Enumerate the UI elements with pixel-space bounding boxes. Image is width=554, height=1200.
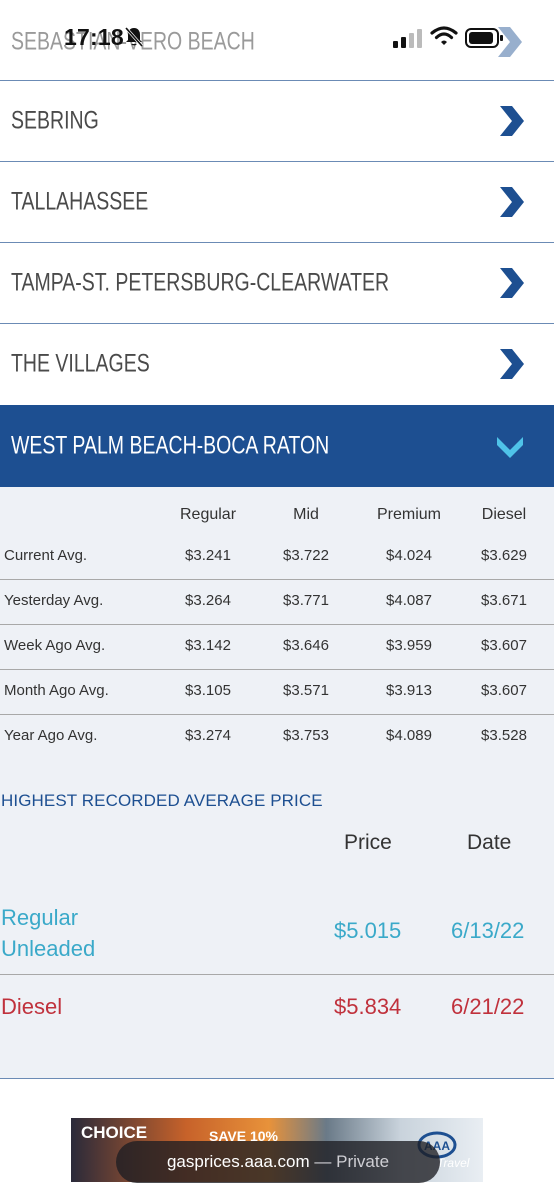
chevron-right-icon <box>498 27 522 57</box>
table-row: Yesterday Avg. $3.264 $3.771 $4.087 $3.6… <box>0 580 554 625</box>
price-value: $3.105 <box>185 682 231 699</box>
fuel-label-diesel: Diesel <box>1 994 63 1019</box>
price-value: $3.771 <box>283 592 329 609</box>
highest-date-regular: 6/13/22 <box>451 918 525 943</box>
highest-price-title: HIGHEST RECORDED AVERAGE PRICE <box>1 791 323 810</box>
address-url: gasprices.aaa.com <box>166 1152 310 1171</box>
ad-brand: CHOICE <box>81 1123 148 1142</box>
col-header-diesel: Diesel <box>481 506 527 523</box>
battery-icon <box>465 28 503 48</box>
ad-partner: Travel <box>437 1156 470 1170</box>
region-row-tampa[interactable]: TAMPA-ST. PETERSBURG-CLEARWATER <box>0 242 554 323</box>
region-label: TALLAHASSEE <box>11 187 149 216</box>
price-value: $3.571 <box>283 682 329 699</box>
status-time: 17:18 <box>64 24 124 50</box>
region-label: THE VILLAGES <box>11 349 150 378</box>
table-row: Month Ago Avg. $3.105 $3.571 $3.913 $3.6… <box>0 670 554 715</box>
region-row-west-palm-beach[interactable]: WEST PALM BEACH-BOCA RATON <box>0 405 554 487</box>
row-label: Month Ago Avg. <box>4 682 109 699</box>
row-label: Year Ago Avg. <box>4 727 98 744</box>
bell-slash-icon <box>124 27 144 47</box>
price-value: $3.274 <box>185 727 231 744</box>
table-row: Year Ago Avg. $3.274 $3.753 $4.089 $3.52… <box>0 715 554 760</box>
table-row: Week Ago Avg. $3.142 $3.646 $3.959 $3.60… <box>0 625 554 670</box>
chevron-down-icon <box>497 437 523 458</box>
price-panel: Regular Mid Premium Diesel Current Avg. … <box>0 487 554 1079</box>
price-value: $3.528 <box>481 727 527 744</box>
col-header-regular: Regular <box>179 506 237 523</box>
price-value: $4.089 <box>386 727 432 744</box>
row-label: Current Avg. <box>4 547 88 564</box>
col-header-date: Date <box>467 831 512 854</box>
price-value: $3.241 <box>185 547 231 564</box>
price-value: $3.264 <box>185 592 231 609</box>
highest-row-regular: Regular Unleaded $5.015 6/13/22 <box>0 887 554 975</box>
price-value: $3.959 <box>386 637 432 654</box>
region-label: TAMPA-ST. PETERSBURG-CLEARWATER <box>11 268 390 297</box>
price-value: $3.722 <box>283 547 329 564</box>
chevron-right-icon <box>500 106 524 136</box>
private-mode-label: Private <box>336 1152 390 1171</box>
status-bar: 17:18 <box>0 0 554 80</box>
region-row-the-villages[interactable]: THE VILLAGES <box>0 323 554 404</box>
price-value: $4.087 <box>386 592 432 609</box>
table-row: Current Avg. $3.241 $3.722 $4.024 $3.629 <box>0 535 554 580</box>
price-value: $3.607 <box>481 682 527 699</box>
col-header-mid: Mid <box>293 506 319 523</box>
region-label: WEST PALM BEACH-BOCA RATON <box>11 431 330 460</box>
highest-row-diesel: Diesel $5.834 6/21/22 <box>0 975 554 1037</box>
row-label: Week Ago Avg. <box>4 637 106 654</box>
price-value: $3.753 <box>283 727 329 744</box>
chevron-right-icon <box>500 268 524 298</box>
region-row-sebastian[interactable]: SEBASTIAN-VERO BEACH <box>0 0 554 81</box>
highest-price-diesel: $5.834 <box>334 994 402 1019</box>
price-value: $3.629 <box>481 547 527 564</box>
row-label: Yesterday Avg. <box>4 592 104 609</box>
price-value: $3.913 <box>386 682 432 699</box>
region-label: SEBRING <box>11 106 99 135</box>
region-row-tallahassee[interactable]: TALLAHASSEE <box>0 161 554 242</box>
price-value: $3.607 <box>481 637 527 654</box>
chevron-right-icon <box>500 349 524 379</box>
wifi-icon <box>430 26 458 45</box>
chevron-right-icon <box>500 187 524 217</box>
fuel-label-regular: Regular Unleaded <box>1 905 96 961</box>
price-value: $3.671 <box>481 592 527 609</box>
price-value: $4.024 <box>386 547 432 564</box>
price-value: $3.142 <box>185 637 231 654</box>
browser-address-bar[interactable]: gasprices.aaa.com — Private <box>116 1141 440 1183</box>
highest-price-regular: $5.015 <box>334 918 402 943</box>
price-value: $3.646 <box>283 637 329 654</box>
address-text: gasprices.aaa.com — Private <box>116 1152 440 1172</box>
address-separator: — <box>309 1152 337 1171</box>
ad-offer: SAVE 10% <box>209 1128 278 1144</box>
col-header-premium: Premium <box>376 506 441 523</box>
region-row-sebring[interactable]: SEBRING <box>0 80 554 161</box>
cellular-signal-icon <box>393 29 422 48</box>
highest-date-diesel: 6/21/22 <box>451 994 525 1019</box>
col-header-price: Price <box>344 831 392 854</box>
